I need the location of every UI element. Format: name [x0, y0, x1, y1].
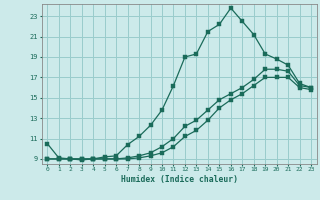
X-axis label: Humidex (Indice chaleur): Humidex (Indice chaleur): [121, 175, 238, 184]
